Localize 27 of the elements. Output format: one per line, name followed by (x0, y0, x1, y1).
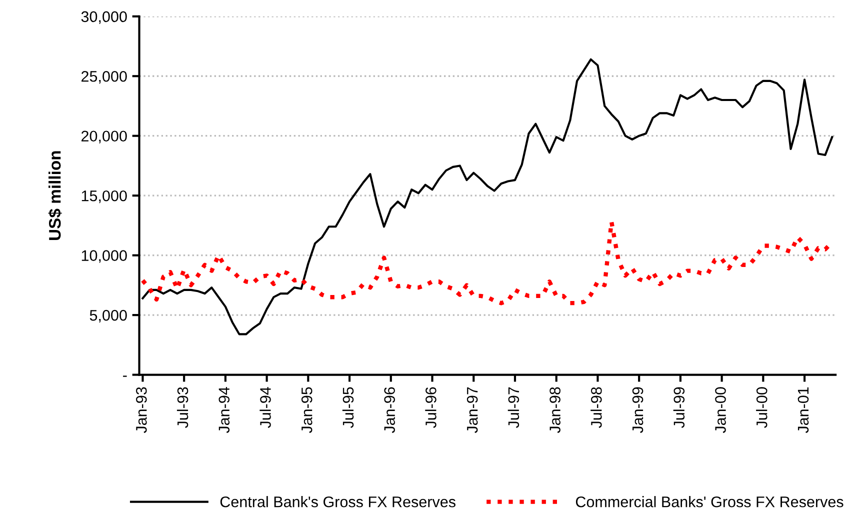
y-tick-label: 30,000 (81, 11, 127, 24)
y-tick-label: 15,000 (82, 190, 127, 204)
legend-label: Commercial Banks' Gross FX Reserves (576, 496, 844, 508)
y-tick-label: - (123, 376, 127, 377)
x-tick-label: Jan-96 (384, 387, 395, 434)
x-tick-label: Jul-94 (260, 387, 271, 428)
x-tick-label: Jul-93 (176, 387, 188, 428)
y-tick-label: 5,000 (90, 310, 127, 323)
x-tick-label: Jul-95 (342, 387, 354, 428)
x-tick-label: Jan-93 (136, 387, 147, 434)
x-tick-label: Jan-98 (550, 387, 560, 434)
y-tick-label: 10,000 (82, 250, 127, 263)
x-tick-label: Jul-00 (756, 387, 768, 428)
x-tick-label: Jul-97 (508, 387, 520, 428)
x-tick-label: Jan-99 (632, 387, 644, 434)
x-tick-label: Jul-99 (673, 387, 685, 428)
y-axis-title: US$ million (48, 151, 62, 240)
y-tick-label: 25,000 (82, 70, 127, 84)
legend-label: Central Bank's Gross FX Reserves (220, 496, 456, 508)
x-tick-label: Jul-96 (425, 387, 436, 428)
x-tick-label: Jan-01 (798, 387, 809, 434)
y-tick-label: 20,000 (82, 130, 127, 144)
x-tick-label: Jan-00 (715, 387, 726, 434)
x-tick-label: Jan-94 (218, 387, 230, 434)
x-tick-label: Jan-97 (466, 387, 478, 434)
x-tick-label: Jan-95 (301, 387, 312, 434)
x-tick-label: Jul-98 (590, 387, 602, 428)
